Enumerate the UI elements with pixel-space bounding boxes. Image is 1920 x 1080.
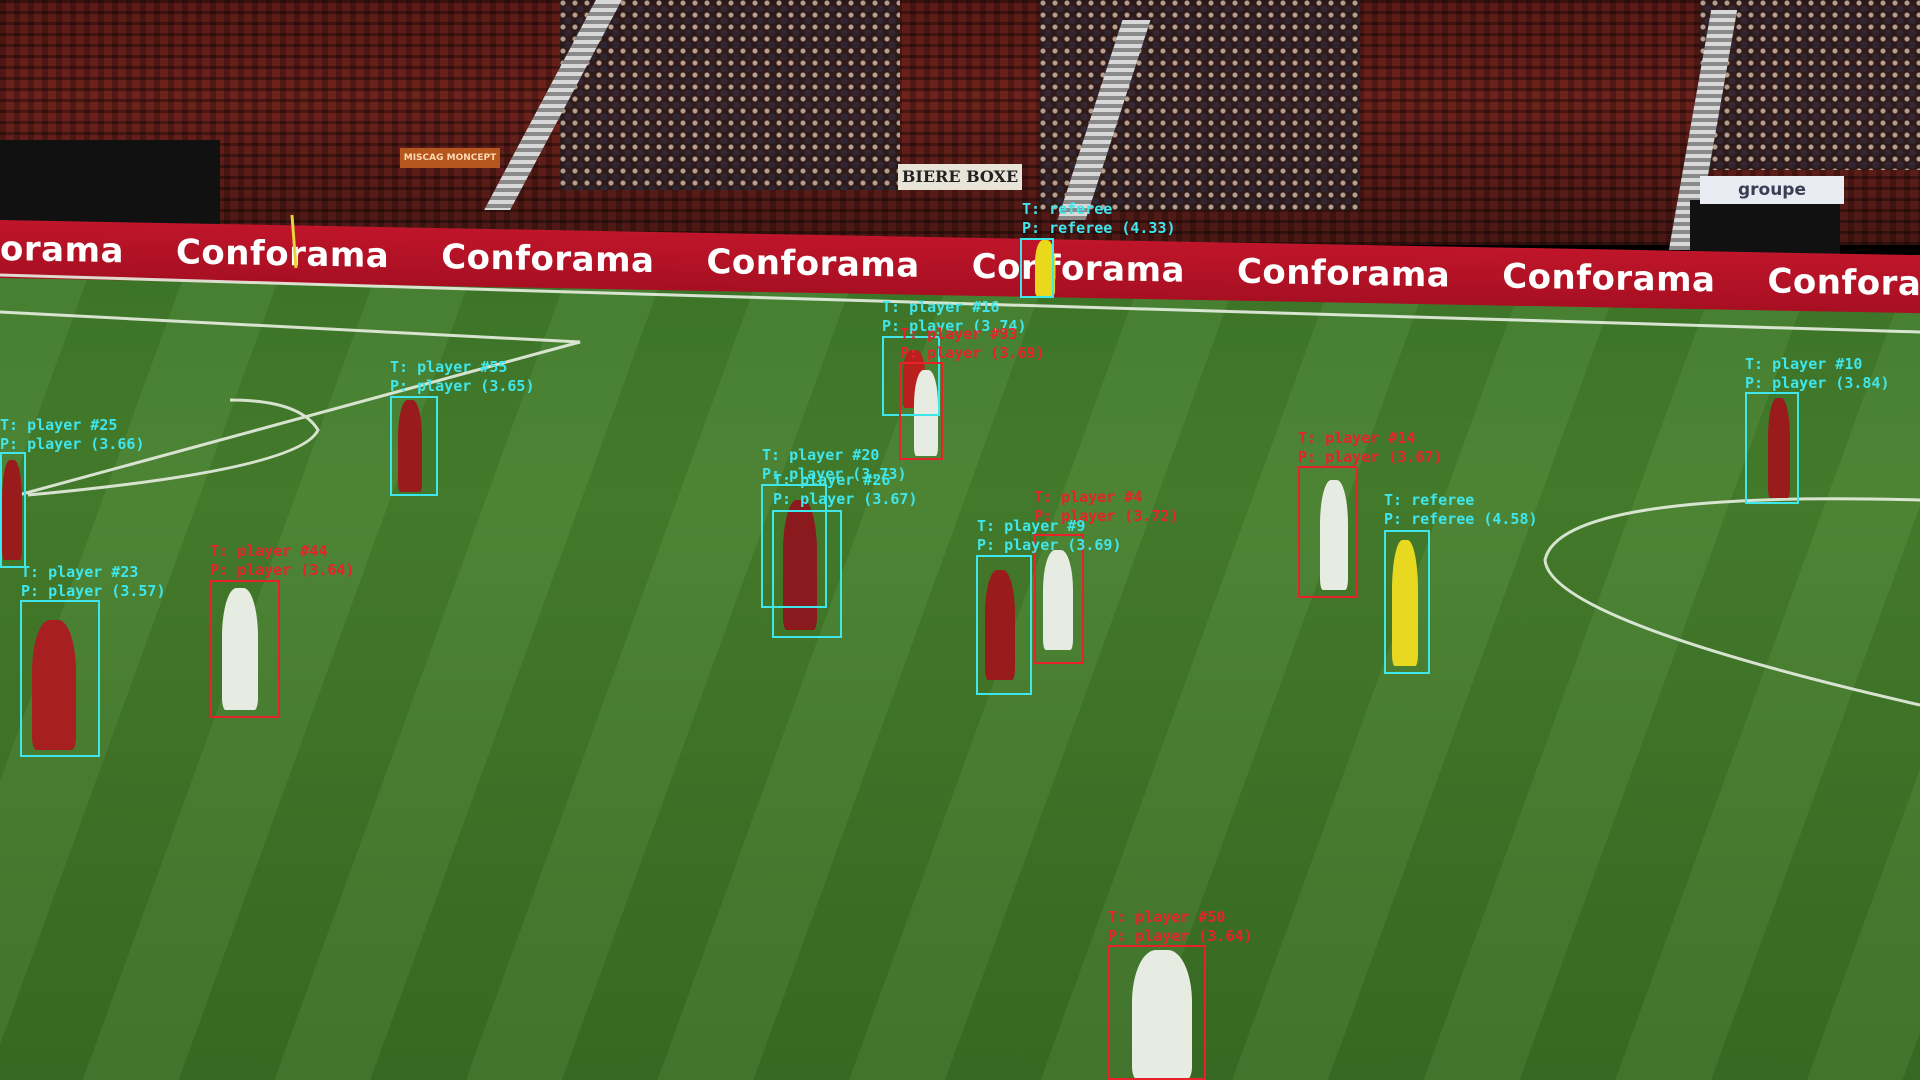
- player-figure: [1320, 480, 1348, 590]
- label-p: P: player (3.84): [1745, 374, 1890, 392]
- label-p: P: player (3.65): [390, 377, 535, 395]
- player-figure: [985, 570, 1015, 680]
- label-p: P: player (3.69): [977, 536, 1122, 554]
- bbox-player-9: [976, 555, 1032, 695]
- pitch: [0, 255, 1920, 1080]
- label-t: T: player #4: [1034, 488, 1143, 506]
- player-figure: [398, 400, 422, 492]
- player-figure: [914, 370, 938, 456]
- stadium-stands: [0, 0, 1920, 245]
- label-t: T: player #9: [977, 517, 1086, 535]
- label-t: T: player #50: [1108, 908, 1226, 926]
- label-p: P: player (3.64): [210, 561, 355, 579]
- label-p: P: player (3.67): [1298, 448, 1443, 466]
- player-figure: [1768, 398, 1790, 498]
- label-t: T: player #55: [390, 358, 508, 376]
- label-p: P: player (3.66): [0, 435, 145, 453]
- referee-figure: [1392, 540, 1418, 666]
- bbox-player-4: [1034, 534, 1084, 664]
- crowd-section-center: [560, 0, 900, 190]
- touchline: [0, 273, 1920, 334]
- label-t: T: player #23: [21, 563, 139, 581]
- label-t: T: referee: [1384, 491, 1475, 509]
- label-p: P: player (3.74): [882, 317, 1027, 335]
- bbox-player-25: [0, 452, 26, 568]
- small-sign: MISCAG MONCEPT: [400, 148, 500, 168]
- label-t: T: player #25: [0, 416, 118, 434]
- bbox-player-10: [1745, 392, 1799, 504]
- label-p: P: referee (4.33): [1022, 219, 1176, 237]
- biere-boxe-sign: BIERE BOXE: [898, 164, 1022, 190]
- bbox-player-26: [772, 510, 842, 638]
- label-p: P: player (3.64): [1108, 927, 1253, 945]
- player-figure: [32, 620, 76, 750]
- bbox-player-44: [210, 580, 280, 718]
- referee-figure: [1035, 240, 1055, 296]
- corner-flag-icon: [290, 214, 298, 269]
- player-figure: [222, 588, 258, 710]
- player-figure: [1132, 950, 1192, 1080]
- label-p: P: player (3.57): [21, 582, 166, 600]
- label-p: P: player (3.69): [900, 344, 1045, 362]
- bbox-player-23: [20, 600, 100, 757]
- groupe-e-sign: groupe: [1700, 176, 1844, 204]
- tunnel-left: [0, 140, 220, 230]
- center-circle: [1543, 497, 1920, 707]
- label-p: P: player (3.72): [1034, 507, 1179, 525]
- bbox-player-14: [1298, 466, 1358, 598]
- bbox-player-20: [761, 484, 827, 608]
- label-t: T: player #10: [1745, 355, 1863, 373]
- bbox-player-50: [1108, 945, 1206, 1080]
- label-t: T: player #26: [773, 471, 891, 489]
- bbox-player-55: [390, 396, 438, 496]
- bbox-player-93: [899, 362, 943, 460]
- bbox-referee-right: [1384, 530, 1430, 674]
- label-t: T: player #14: [1298, 429, 1416, 447]
- player-figure: [1043, 550, 1073, 650]
- crowd-section-far-right: [1700, 0, 1920, 170]
- label-p: P: referee (4.58): [1384, 510, 1538, 528]
- penalty-box-line: [0, 310, 581, 502]
- label-t: T: referee: [1022, 200, 1113, 218]
- label-t: T: player #44: [210, 542, 328, 560]
- label-t: T: player #16: [882, 298, 1000, 316]
- player-figure: [783, 500, 817, 630]
- player-figure: [2, 460, 22, 560]
- bbox-player-16: [882, 336, 940, 416]
- bbox-referee-top: [1020, 238, 1054, 298]
- tunnel-right: [1690, 200, 1840, 260]
- label-t: T: player #20: [762, 446, 880, 464]
- label-p: P: player (3.67): [773, 490, 918, 508]
- label-p: P: player (3.73): [762, 465, 907, 483]
- penalty-arc: [27, 398, 320, 497]
- label-t: T: player #93: [900, 325, 1018, 343]
